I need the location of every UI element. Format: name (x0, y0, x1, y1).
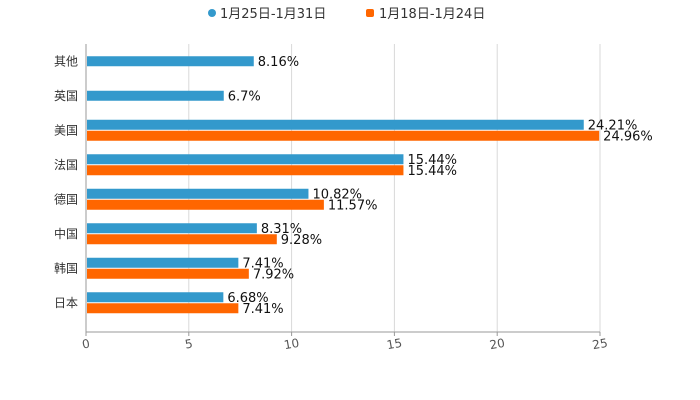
data-label: 15.44% (407, 153, 457, 168)
data-label: 11.57% (328, 198, 378, 213)
x-axis-ticks: 0 5 10 15 20 25 (81, 332, 609, 352)
bar[interactable] (87, 188, 309, 199)
bar[interactable] (87, 292, 224, 303)
bar[interactable] (87, 303, 239, 314)
data-label: 6.68% (227, 291, 268, 306)
data-label: 8.31% (261, 222, 302, 237)
data-label: 7.41% (242, 302, 283, 317)
data-label: 15.44% (407, 164, 457, 179)
category-label: 美国 (54, 123, 78, 137)
category-label: 法国 (54, 158, 78, 172)
data-label: 8.16% (258, 55, 299, 70)
bar[interactable] (87, 223, 257, 234)
bar[interactable] (87, 119, 584, 130)
bar[interactable] (87, 56, 254, 67)
data-label: 7.41% (242, 256, 283, 271)
bar[interactable] (87, 268, 249, 279)
category-label: 中国 (54, 226, 78, 241)
legend-label-series-1[interactable]: 1月25日-1月31日 (220, 7, 326, 22)
value-labels: 8.16% 6.7% 24.21%24.96% 15.44%15.44% 10.82%1… (227, 55, 652, 317)
x-tick-label: 25 (591, 336, 608, 352)
legend: 1月25日-1月31日 1月18日-1月24日 (208, 7, 485, 22)
x-tick-label: 15 (386, 336, 403, 352)
legend-marker-series-1 (208, 9, 216, 17)
legend-marker-series-2 (366, 9, 374, 17)
category-label: 德国 (54, 191, 78, 206)
bar[interactable] (87, 154, 404, 165)
x-tick-label: 10 (283, 336, 300, 352)
bars (87, 56, 600, 314)
data-label: 24.21% (588, 118, 638, 133)
data-label: 9.28% (281, 233, 322, 248)
x-tick-label: 0 (81, 336, 91, 351)
data-label: 24.96% (603, 129, 653, 144)
bar[interactable] (87, 257, 239, 268)
bar[interactable] (87, 234, 277, 245)
bar[interactable] (87, 165, 404, 176)
x-tick-label: 5 (184, 336, 194, 351)
category-label: 英国 (54, 89, 78, 103)
data-label: 6.7% (228, 89, 261, 104)
category-label: 其他 (54, 54, 78, 68)
bar[interactable] (87, 90, 224, 101)
bar[interactable] (87, 130, 600, 141)
data-label: 10.82% (312, 187, 362, 202)
category-label: 韩国 (54, 260, 78, 275)
data-label: 7.92% (253, 267, 294, 282)
bar[interactable] (87, 199, 324, 210)
x-tick-label: 20 (488, 336, 505, 352)
legend-label-series-2[interactable]: 1月18日-1月24日 (379, 7, 485, 22)
category-label: 日本 (54, 296, 78, 310)
